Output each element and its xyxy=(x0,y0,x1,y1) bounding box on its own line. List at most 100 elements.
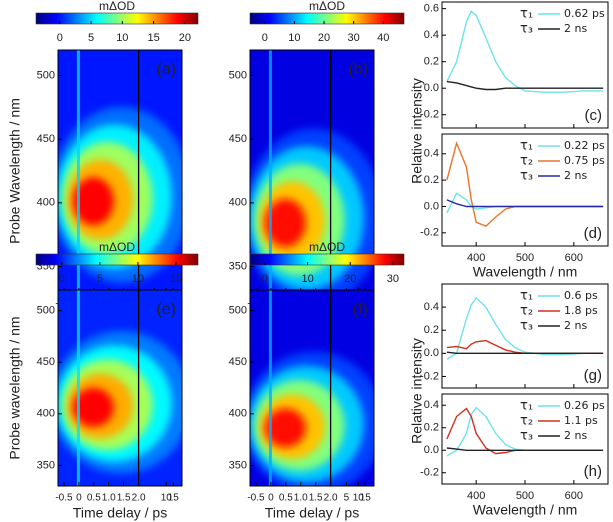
y-tick-label: 400 xyxy=(229,197,247,209)
legend-lifetime: 2 ns xyxy=(564,169,587,182)
legend-lifetime: 0.62 ps xyxy=(564,7,605,20)
colorbar-tick-label: 10 xyxy=(301,273,313,285)
series-line xyxy=(446,351,604,354)
legend-lifetime: 1.1 ps xyxy=(564,414,598,427)
x-axis-title: Time delay / ps xyxy=(265,505,359,521)
x-tick-label: 2.0 xyxy=(324,493,338,504)
y-tick-label: 0.2 xyxy=(424,56,439,68)
plot-frame xyxy=(57,289,183,487)
y-tick-label: 0.4 xyxy=(424,29,439,41)
x-tick-label: 5 xyxy=(344,493,350,504)
legend-name: τ₁ xyxy=(520,139,533,154)
legend-lifetime: 1.8 ps xyxy=(564,304,598,317)
x-tick-label: 0.5 xyxy=(279,493,293,504)
legend-name: τ₃ xyxy=(520,429,533,444)
panel-label: (a) xyxy=(156,61,176,78)
series-line xyxy=(446,339,604,354)
x-tick-label: 0 xyxy=(76,493,82,504)
x-tick-label: 500 xyxy=(516,252,534,264)
colorbar xyxy=(35,12,199,25)
colorbar-tick-label: 0 xyxy=(262,273,268,285)
legend-name: τ₁ xyxy=(520,399,533,414)
y-tick-label: 0.0 xyxy=(424,444,439,456)
y-tick-label: 0.6 xyxy=(424,3,439,15)
colorbar-tick-label: 15 xyxy=(170,273,182,285)
panel-label: (f) xyxy=(353,301,368,318)
x-tick-label: 400 xyxy=(467,490,485,502)
legend-name: τ₃ xyxy=(520,319,533,334)
y-axis-title: Relative intensity xyxy=(409,338,425,444)
colorbar-title: mΔOD xyxy=(99,0,135,13)
x-tick-label: 10 xyxy=(161,493,173,504)
y-tick-label: 450 xyxy=(37,356,55,368)
x-tick-label: 400 xyxy=(467,252,485,264)
legend-name: τ₁ xyxy=(520,7,533,22)
y-tick-label: -0.2 xyxy=(420,227,439,239)
colorbar-tick-label: 30 xyxy=(348,32,360,44)
time-zero-streak xyxy=(76,50,80,292)
y-tick-label: 0.4 xyxy=(424,301,439,313)
y-axis-title: Probe Wavelength / nm xyxy=(7,98,23,244)
y-tick-label: 350 xyxy=(229,260,247,272)
x-tick-label: 0.5 xyxy=(87,493,101,504)
colorbar-title: mΔOD xyxy=(309,240,345,254)
colorbar-tick-label: 5 xyxy=(88,32,94,44)
colorbar-tick-label: 0 xyxy=(59,273,65,285)
colorbar-tick-label: 10 xyxy=(288,32,300,44)
legend-name: τ₂ xyxy=(520,154,533,169)
heatmap xyxy=(250,50,374,292)
colorbar-tick-label: 10 xyxy=(132,273,144,285)
heatmap-blob xyxy=(264,198,306,247)
colorbar-tick-label: 10 xyxy=(116,32,128,44)
y-axis-title: Relative intensity xyxy=(409,78,425,184)
y-tick-label: 500 xyxy=(229,69,247,81)
x-tick-label: 15 xyxy=(360,493,372,504)
series-line xyxy=(446,10,604,93)
heatmap xyxy=(58,50,182,292)
colorbar-tick-label: 30 xyxy=(387,273,399,285)
y-tick-label: 400 xyxy=(37,197,55,209)
colorbar-tick-label: 40 xyxy=(377,32,389,44)
y-tick-label: 0.4 xyxy=(424,399,439,411)
heatmap xyxy=(250,290,374,486)
y-tick-label: 450 xyxy=(229,356,247,368)
colorbar-tick-label: 20 xyxy=(179,32,191,44)
x-tick-label: 15 xyxy=(168,493,180,504)
time-zero-streak xyxy=(76,290,80,486)
legend-lifetime: 0.6 ps xyxy=(564,289,598,302)
series-line xyxy=(446,80,604,91)
y-tick-label: 350 xyxy=(229,459,247,471)
colorbar xyxy=(35,253,199,266)
x-tick-label: 1.5 xyxy=(117,493,131,504)
legend-lifetime: 0.75 ps xyxy=(564,154,605,167)
heatmap-blob xyxy=(264,408,306,448)
y-tick-label: -0.2 xyxy=(420,467,439,479)
colorbar xyxy=(249,253,405,266)
y-tick-label: 450 xyxy=(37,133,55,145)
panel-label: (c) xyxy=(585,107,603,124)
x-tick-label: 500 xyxy=(516,490,534,502)
legend-lifetime: 0.22 ps xyxy=(564,139,605,152)
y-tick-label: 0.2 xyxy=(424,174,439,186)
legend-name: τ₁ xyxy=(520,289,533,304)
legend-lifetime: 2 ns xyxy=(564,429,587,442)
y-tick-label: 500 xyxy=(37,305,55,317)
legend-lifetime: 2 ns xyxy=(564,22,587,35)
x-tick-label: 0 xyxy=(268,493,274,504)
legend-lifetime: 0.26 ps xyxy=(564,399,605,412)
plot-frame xyxy=(249,289,375,487)
legend-name: τ₃ xyxy=(520,22,533,37)
x-tick-label: 600 xyxy=(565,490,583,502)
x-tick-label: 2.0 xyxy=(132,493,146,504)
legend-name: τ₂ xyxy=(520,414,533,429)
colorbar-title: mΔOD xyxy=(309,0,345,13)
panel-label: (h) xyxy=(584,463,602,480)
x-tick-label: -0.5 xyxy=(247,493,265,504)
legend-name: τ₂ xyxy=(520,304,533,319)
y-tick-label: 0.4 xyxy=(424,148,439,160)
colorbar-tick-label: 15 xyxy=(147,32,159,44)
y-tick-label: 500 xyxy=(37,69,55,81)
series-line xyxy=(446,296,604,360)
colorbar-tick-label: 20 xyxy=(344,273,356,285)
